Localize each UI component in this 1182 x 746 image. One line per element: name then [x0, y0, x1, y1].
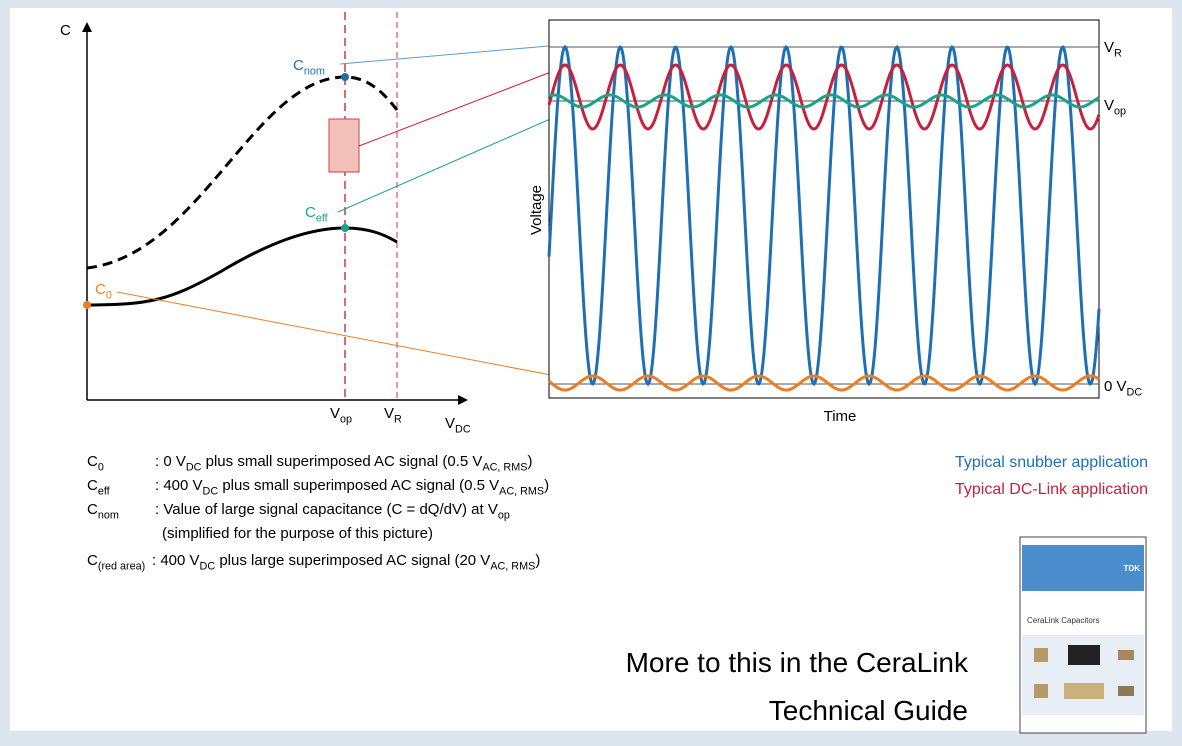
connector: [337, 105, 581, 213]
text-part: V: [1104, 39, 1114, 56]
text-part: (simplified for the purpose of this pict…: [162, 525, 433, 542]
book-band: [1022, 545, 1144, 591]
subscript: op: [1114, 106, 1126, 118]
point-label: Ceff: [305, 204, 329, 225]
definition-text: (simplified for the purpose of this pict…: [162, 525, 433, 542]
text-part: plus small superimposed AC signal (0.5 V: [201, 453, 482, 470]
definition-text: : Value of large signal capacitance (C =…: [155, 501, 510, 522]
subscript: nom: [304, 66, 325, 78]
connector: [116, 291, 557, 377]
effective-curve: [86, 226, 398, 307]
subscript: eff: [316, 213, 329, 225]
nominal-point: [341, 73, 349, 81]
zero-point: [83, 301, 91, 309]
definition-term: Cnom: [87, 501, 119, 522]
x-marker-label: VR: [384, 405, 402, 426]
definition-text: : 400 VDC plus large superimposed AC sig…: [152, 552, 540, 573]
footer-text: Technical Guide: [769, 695, 968, 726]
subscript: R: [394, 414, 402, 426]
level-label: Vop: [1104, 97, 1126, 118]
text-part: ): [527, 453, 532, 470]
footer-text: More to this in the CeraLink: [626, 647, 969, 678]
subscript: DC: [203, 486, 219, 498]
subscript: AC, RMS: [490, 561, 535, 573]
text-part: ): [544, 477, 549, 494]
level-label: 0 VDC: [1104, 378, 1142, 399]
y-axis-label: C: [60, 22, 71, 39]
subscript: op: [498, 510, 510, 522]
book-item: [1034, 684, 1048, 698]
text-part: C: [95, 281, 106, 298]
text-part: plus small superimposed AC signal (0.5 V: [218, 477, 499, 494]
text-part: C: [87, 552, 98, 569]
text-part: V: [445, 415, 455, 432]
book-item: [1118, 686, 1134, 696]
text-part: C: [87, 453, 98, 470]
book-title: CeraLink Capacitors: [1027, 616, 1099, 625]
subscript: op: [340, 414, 352, 426]
point-label: Cnom: [293, 57, 325, 78]
text-part: plus large superimposed AC signal (20 V: [215, 552, 490, 569]
text-part: C: [87, 501, 98, 518]
subscript: eff: [98, 486, 111, 498]
subscript: AC, RMS: [499, 486, 544, 498]
definition-term: Ceff: [87, 477, 111, 498]
book-item: [1118, 650, 1134, 660]
right-chart: [547, 19, 1101, 399]
book-item: [1068, 645, 1100, 665]
text-part: V: [384, 405, 394, 422]
point-label: C0: [95, 281, 112, 302]
text-part: : Value of large signal capacitance (C =…: [155, 501, 498, 518]
legend-entry: Typical DC-Link application: [955, 481, 1148, 498]
book-item: [1064, 683, 1104, 699]
text-part: : 400 V: [152, 552, 200, 569]
legend-entry: Typical snubber application: [955, 454, 1148, 471]
level-label: VR: [1104, 39, 1122, 60]
book-item: [1034, 648, 1048, 662]
text-part: : 0 V: [155, 453, 186, 470]
text-part: V: [330, 405, 340, 422]
text-part: ): [535, 552, 540, 569]
definition-text: : 0 VDC plus small superimposed AC signa…: [155, 453, 532, 474]
subscript: DC: [455, 424, 471, 436]
waveform: [547, 44, 1101, 387]
effective-point: [341, 224, 349, 232]
subscript: DC: [1127, 387, 1143, 399]
subscript: DC: [200, 561, 216, 573]
subscript: AC, RMS: [482, 462, 527, 474]
connector: [339, 43, 573, 65]
text-part: C: [305, 204, 316, 221]
definition-term: C0: [87, 453, 104, 474]
subscript: (red area): [98, 561, 145, 573]
definition-text: : 400 VDC plus small superimposed AC sig…: [155, 477, 549, 498]
y-axis-label: Voltage: [528, 185, 545, 235]
waveform: [547, 63, 1101, 131]
subscript: R: [1114, 48, 1122, 60]
subscript: DC: [186, 462, 202, 474]
text-part: V: [1104, 97, 1114, 114]
text-part: 0 V: [1104, 378, 1127, 395]
red-area: [328, 118, 360, 173]
text-part: C: [87, 477, 98, 494]
text-part: : 400 V: [155, 477, 203, 494]
x-axis-label: VDC: [445, 415, 471, 436]
definition-term: C(red area): [87, 552, 145, 573]
book-brand: TDK: [1124, 564, 1141, 573]
waveform: [548, 374, 1100, 392]
waveform: [548, 93, 1100, 109]
text-part: C: [293, 57, 304, 74]
x-marker-label: Vop: [330, 405, 352, 426]
book-cover: [1019, 536, 1147, 734]
connector: [358, 59, 583, 147]
subscript: 0: [106, 290, 112, 302]
subscript: 0: [98, 462, 104, 474]
subscript: nom: [98, 510, 119, 522]
x-axis-label: Time: [824, 408, 857, 425]
